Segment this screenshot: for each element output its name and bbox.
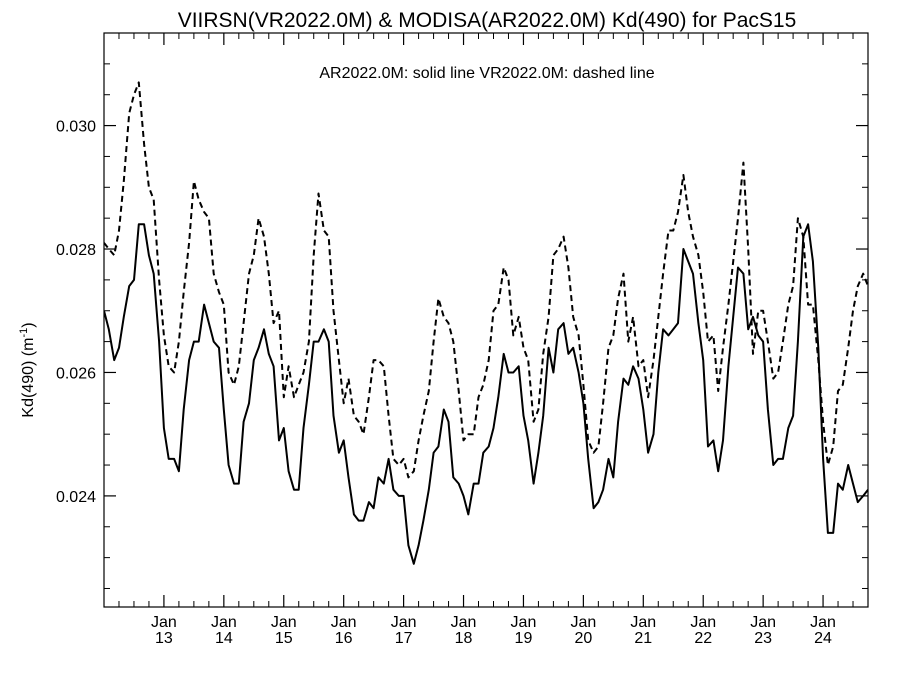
x-tick-month-label: Jan: [331, 614, 357, 631]
y-axis-label: Kd(490) (m-1): [18, 322, 37, 417]
x-tick-year-label: 19: [515, 630, 533, 647]
x-tick-year-label: 16: [335, 630, 353, 647]
series-vr2022-dashed-line: [104, 81, 868, 479]
chart-title: VIIRSN(VR2022.0M) & MODISA(AR2022.0M) Kd…: [178, 9, 797, 32]
y-tick-label: 0.026: [56, 365, 96, 382]
plot-area: 0.0240.0260.0280.030Jan13Jan14Jan15Jan16…: [56, 32, 869, 647]
x-tick-month-label: Jan: [690, 614, 716, 631]
line-style-annotation: AR2022.0M: solid line VR2022.0M: dashed …: [319, 65, 654, 82]
x-tick-month-label: Jan: [211, 614, 237, 631]
y-tick-label: 0.028: [56, 242, 96, 259]
y-axis-label-unit-exponent: -1: [18, 328, 30, 338]
y-tick-label: 0.030: [56, 119, 96, 136]
x-tick-year-label: 14: [215, 630, 233, 647]
x-tick-year-label: 22: [694, 630, 712, 647]
x-tick-month-label: Jan: [391, 614, 417, 631]
x-tick-month-label: Jan: [451, 614, 477, 631]
y-axis-label-base: Kd(490) (m: [20, 338, 37, 418]
x-tick-year-label: 23: [754, 630, 772, 647]
x-tick-year-label: 18: [455, 630, 473, 647]
x-tick-year-label: 20: [574, 630, 592, 647]
x-tick-month-label: Jan: [271, 614, 297, 631]
y-axis-label-close: ): [20, 322, 37, 327]
x-tick-year-label: 15: [275, 630, 293, 647]
x-tick-month-label: Jan: [810, 614, 836, 631]
x-tick-year-label: 24: [814, 630, 832, 647]
series-ar2022-solid-line: [104, 223, 868, 565]
x-tick-year-label: 21: [634, 630, 652, 647]
x-tick-month-label: Jan: [570, 614, 596, 631]
x-tick-year-label: 13: [155, 630, 173, 647]
x-tick-month-label: Jan: [151, 614, 177, 631]
x-tick-month-label: Jan: [630, 614, 656, 631]
y-tick-label: 0.024: [56, 489, 96, 506]
plot-frame: [103, 32, 869, 608]
x-tick-month-label: Jan: [511, 614, 537, 631]
x-tick-year-label: 17: [395, 630, 413, 647]
x-tick-month-label: Jan: [750, 614, 776, 631]
